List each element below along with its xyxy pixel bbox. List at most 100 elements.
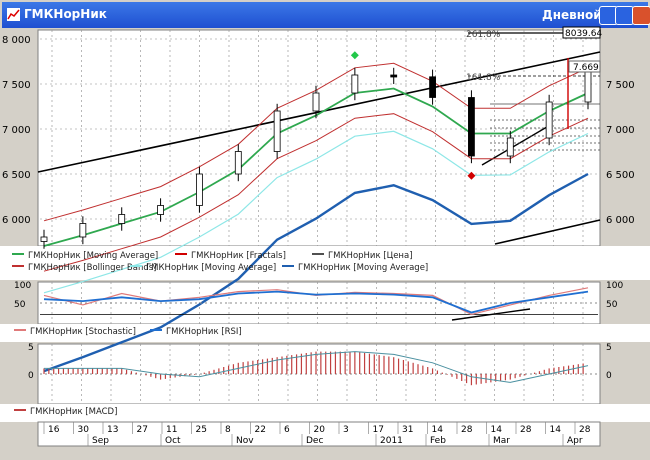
price-y-tick-right: 6 000 <box>606 215 635 226</box>
candle-body <box>545 101 553 139</box>
x-tick-day: 25 <box>196 425 207 435</box>
price-y-tick-left: 7 500 <box>2 80 31 91</box>
x-tick-day: 16 <box>48 425 60 435</box>
x-tick-month: Feb <box>430 436 446 446</box>
osc-trend-line <box>451 308 531 321</box>
x-tick-day: 28 <box>461 425 473 435</box>
chart-icon <box>7 8 20 21</box>
osc-legend-area <box>0 324 650 342</box>
x-tick-day: 22 <box>255 425 266 435</box>
legend-label: ГМКНорНик [Bollinger Bands] <box>28 263 157 273</box>
legend-label: ГМКНорНик [Moving Average] <box>298 263 428 273</box>
price-tag: 7.669 <box>573 63 599 73</box>
macd-y-tick-left: 5 <box>28 343 34 353</box>
legend-label: ГМКНорНик [RSI] <box>166 327 242 337</box>
rsi-line <box>43 290 589 314</box>
candle-body <box>468 97 475 157</box>
period-label[interactable]: Дневной <box>542 8 602 22</box>
candle-body <box>79 223 87 238</box>
price-legend-area <box>0 246 650 280</box>
macd-panel: 5 5 0 0 ГМКНорНик [MACD] <box>14 343 612 417</box>
x-tick-day: 6 <box>284 425 290 435</box>
trend-line-upper <box>37 51 601 173</box>
osc-y-tick-right: 100 <box>606 281 623 291</box>
moving-average-long <box>43 172 589 373</box>
date-axis-area <box>37 421 601 447</box>
x-tick-day: 17 <box>373 425 384 435</box>
price-panel: 8 000 7 500 7 500 7 000 7 000 6 500 6 500 6 000… <box>2 32 635 373</box>
fib-label-1: 261.8% <box>466 30 501 40</box>
last-price-box <box>562 26 601 39</box>
candle-body <box>196 173 203 206</box>
date-axis: 16 30 13 27 11 25 8 22 6 20 3 17 31 14 28 14 28 14 28 Sep Oc… <box>43 422 591 446</box>
x-tick-month: Nov <box>236 436 254 446</box>
candle-body <box>351 74 359 94</box>
window-title: ГМКНорНик <box>24 7 107 21</box>
x-tick-month: Mar <box>493 436 510 446</box>
legend-label: ГМКНорНик [Fractals] <box>191 251 286 261</box>
legend-label: ГМКНорНик [MACD] <box>30 407 117 417</box>
price-y-tick-left: 6 000 <box>2 215 31 226</box>
x-tick-month: Apr <box>567 436 583 446</box>
x-tick-day: 20 <box>314 425 326 435</box>
x-tick-month: Sep <box>92 436 109 446</box>
fractal-down-marker <box>467 171 476 180</box>
macd-y-tick-right: 5 <box>606 343 612 353</box>
x-tick-day: 28 <box>520 425 532 435</box>
legend-label: ГМКНорНик [Moving Average] <box>28 251 158 261</box>
candle-body <box>40 236 48 242</box>
macd-legend-area <box>0 404 650 422</box>
fractal-up-marker <box>350 51 359 60</box>
bollinger-lower <box>43 113 589 272</box>
legend-label: ГМКНорНик [Stochastic] <box>30 327 136 337</box>
x-tick-month: Dec <box>306 436 323 446</box>
candle-body <box>506 137 514 157</box>
price-y-tick-left: 6 500 <box>2 170 31 181</box>
x-tick-day: 11 <box>166 425 177 435</box>
x-tick-month: 2011 <box>380 436 403 446</box>
price-plot-area <box>37 29 601 247</box>
macd-y-tick-right: 0 <box>606 371 612 381</box>
x-tick-day: 14 <box>491 425 503 435</box>
price-tag-box <box>568 60 601 73</box>
x-tick-day: 14 <box>432 425 444 435</box>
osc-y-tick-left: 100 <box>14 281 31 291</box>
title-bar[interactable]: ГМКНорНик Дневной <box>2 2 650 28</box>
x-tick-day: 30 <box>78 425 90 435</box>
price-y-tick-right: 6 500 <box>606 170 635 181</box>
last-price-label: 8039.64 <box>565 29 602 39</box>
support-line <box>481 123 553 166</box>
candle-body <box>584 70 592 103</box>
candle-body <box>234 151 242 175</box>
close-icon[interactable] <box>632 6 650 25</box>
x-tick-day: 28 <box>579 425 591 435</box>
trend-line-lower <box>494 219 601 245</box>
price-y-tick-right: 7 500 <box>606 80 635 91</box>
grid <box>40 30 598 404</box>
legend-label: ГМКНорНик [Цена] <box>328 251 413 261</box>
macd-y-tick-left: 0 <box>28 371 34 381</box>
fib-label-2: 161.8% <box>466 73 501 83</box>
x-tick-day: 3 <box>343 425 349 435</box>
x-tick-day: 8 <box>225 425 231 435</box>
macd-signal-line <box>44 351 589 383</box>
osc-y-tick-right: 50 <box>606 300 618 310</box>
candle-body <box>273 110 281 152</box>
x-tick-day: 13 <box>107 425 118 435</box>
candle-body <box>312 92 320 112</box>
x-tick-day: 27 <box>137 425 148 435</box>
oscillator-panel: 100 100 50 50 ГМКНорНик [Stochastic] ГМКНорНи… <box>14 281 623 337</box>
price-y-tick-left: 8 000 <box>2 35 31 46</box>
price-y-tick-left: 7 000 <box>2 125 31 136</box>
candle-body <box>429 76 436 98</box>
x-tick-day: 31 <box>402 425 413 435</box>
x-tick-month: Oct <box>165 436 181 446</box>
legend-label: ГМКНорНик [Moving Average] <box>146 263 276 273</box>
candle-body <box>157 205 164 215</box>
x-tick-day: 14 <box>550 425 562 435</box>
osc-y-tick-left: 50 <box>14 300 26 310</box>
candle-body <box>118 214 126 224</box>
candle-body <box>390 74 398 78</box>
